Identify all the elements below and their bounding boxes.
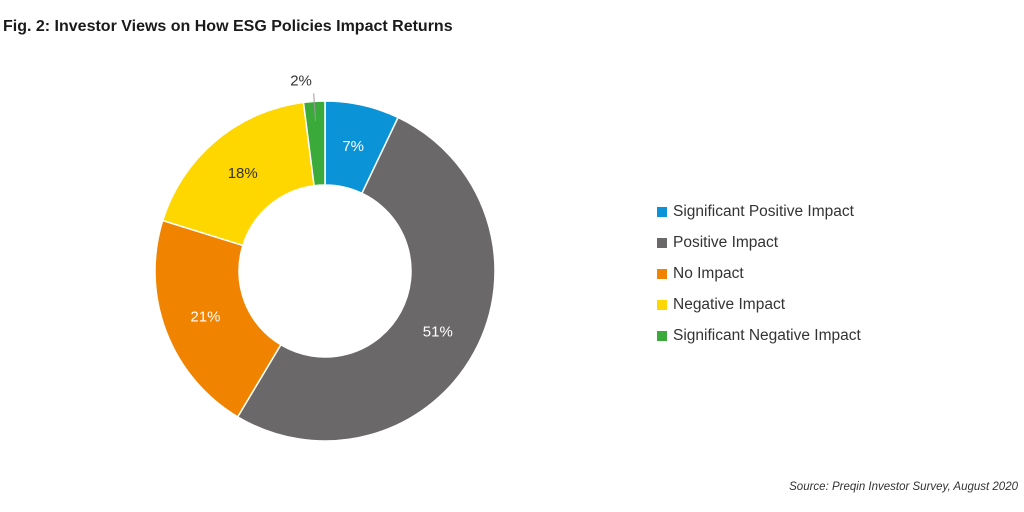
legend-label: Significant Negative Impact — [673, 326, 861, 344]
slice-significant-negative-impact — [302, 100, 326, 187]
legend-item-no-impact: No Impact — [657, 258, 861, 289]
legend-swatch — [657, 299, 667, 310]
data-label-significant-positive-impact: 7% — [342, 138, 364, 155]
data-label-significant-negative-impact: 2% — [290, 72, 312, 89]
chart-legend: Significant Positive Impact Positive Impa… — [657, 196, 861, 351]
legend-label: No Impact — [673, 264, 744, 282]
legend-label: Positive Impact — [673, 233, 779, 251]
chart-title: Fig. 2: Investor Views on How ESG Polici… — [3, 18, 453, 35]
slice-no-impact — [154, 219, 282, 418]
legend-label: Significant Positive Impact — [673, 202, 854, 220]
legend-swatch — [657, 330, 667, 341]
data-label-negative-impact: 18% — [228, 165, 258, 182]
leader-line-significant-negative-impact — [313, 93, 316, 122]
legend-swatch — [657, 206, 667, 217]
data-label-no-impact: 21% — [190, 309, 220, 326]
legend-swatch — [657, 268, 667, 279]
source-note: Source: Preqin Investor Survey, August 2… — [789, 481, 1018, 493]
slice-negative-impact — [161, 101, 315, 247]
legend-item-positive-impact: Positive Impact — [657, 227, 861, 258]
legend-item-negative-impact: Negative Impact — [657, 289, 861, 320]
data-label-positive-impact: 51% — [423, 323, 453, 340]
legend-swatch — [657, 237, 667, 248]
slice-positive-impact — [236, 116, 496, 442]
legend-item-significant-positive-impact: Significant Positive Impact — [657, 196, 861, 227]
legend-label: Negative Impact — [673, 295, 785, 313]
legend-item-significant-negative-impact: Significant Negative Impact — [657, 320, 861, 351]
